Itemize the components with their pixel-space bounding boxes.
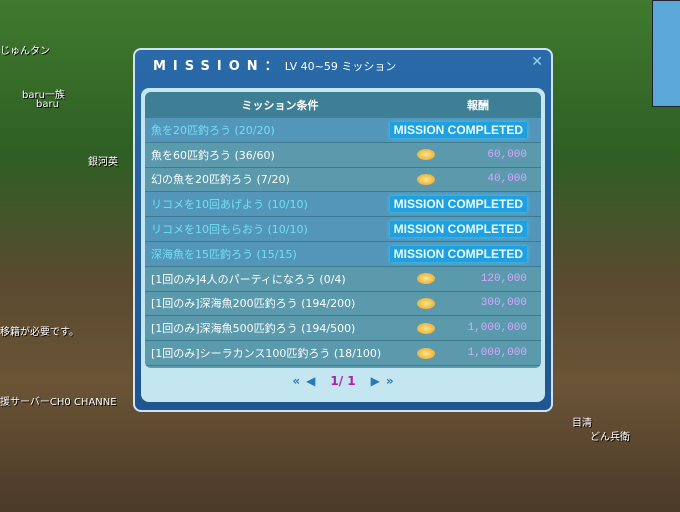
mission-row: [1回のみ]深海魚500匹釣ろう (194/500) 1,000,000 xyxy=(145,316,541,342)
mission-row: 魚を20匹釣ろう (20/20) MISSION COMPLETED xyxy=(145,118,541,143)
close-icon[interactable]: ✕ xyxy=(531,54,543,70)
mission-condition: 幻の魚を20匹釣ろう (7/20) xyxy=(151,173,290,187)
pagination: « ◀ 1/ 1 ▶ » xyxy=(141,374,545,388)
mission-row: [1回のみ]シーラカンス100匹釣ろう (18/100) 1,000,000 xyxy=(145,341,541,366)
guild-name: baru一族 xyxy=(22,90,65,101)
reward-amount: 40,000 xyxy=(487,173,527,186)
player-name: じゅんタン xyxy=(0,46,50,57)
player-name: どん兵衛 xyxy=(590,432,630,443)
reward-amount: 1,000,000 xyxy=(467,322,527,335)
mission-dialog: MISSION：LV 40~59 ミッション ✕ ミッション条件 報酬 魚を20匹… xyxy=(133,48,553,412)
player-name: 目清 xyxy=(572,418,592,429)
chat-line: 移籍が必要です。 xyxy=(0,327,79,338)
mission-table: ミッション条件 報酬 魚を20匹釣ろう (20/20) MISSION COMPLE… xyxy=(145,92,541,368)
chat-line: 援サーバーCH0 CHANNE xyxy=(0,397,117,408)
mission-condition: [1回のみ]深海魚200匹釣ろう (194/200) xyxy=(151,297,356,311)
last-page-button[interactable]: » xyxy=(385,374,394,388)
coin-icon xyxy=(417,347,435,359)
mission-row: [1回のみ]4人のパーティになろう (0/4) 120,000 xyxy=(145,267,541,292)
minimap[interactable] xyxy=(652,0,680,107)
mission-row: [1回のみ]深海魚200匹釣ろう (194/200) 300,000 xyxy=(145,292,541,317)
mission-condition: リコメを10回あげよう (10/10) xyxy=(151,198,308,212)
mission-completed-badge: MISSION COMPLETED xyxy=(389,221,527,238)
mission-condition: [1回のみ]シーラカンス100匹釣ろう (18/100) xyxy=(151,347,382,361)
reward-amount: 300,000 xyxy=(480,297,527,310)
mission-completed-badge: MISSION COMPLETED xyxy=(389,245,527,262)
mission-condition: 魚を60匹釣ろう (36/60) xyxy=(151,148,275,162)
reward-amount: 1,000,000 xyxy=(467,347,527,360)
coin-icon xyxy=(417,322,435,334)
coin-icon xyxy=(417,273,435,285)
mission-completed-badge: MISSION COMPLETED xyxy=(389,196,527,213)
mission-row: 魚を60匹釣ろう (36/60) 60,000 xyxy=(145,143,541,168)
header-reward: 報酬 xyxy=(467,99,489,112)
coin-icon xyxy=(417,173,435,185)
reward-amount: 120,000 xyxy=(480,272,527,285)
reward-amount: 60,000 xyxy=(487,148,527,161)
mission-row: リコメを10回あげよう (10/10) MISSION COMPLETED xyxy=(145,192,541,218)
mission-condition: リコメを10回もらおう (10/10) xyxy=(151,223,308,237)
mission-row: 深海魚を15匹釣ろう (15/15) MISSION COMPLETED xyxy=(145,241,541,267)
mission-condition: 魚を20匹釣ろう (20/20) xyxy=(151,123,275,137)
header-condition: ミッション条件 xyxy=(241,99,319,112)
mission-row: リコメを10回もらおう (10/10) MISSION COMPLETED xyxy=(145,217,541,242)
page-indicator: 1/ 1 xyxy=(330,374,356,388)
dialog-title: MISSION：LV 40~59 ミッション xyxy=(153,59,397,74)
mission-condition: [1回のみ]深海魚500匹釣ろう (194/500) xyxy=(151,322,356,336)
mission-condition: 深海魚を15匹釣ろう (15/15) xyxy=(151,247,297,261)
mission-completed-badge: MISSION COMPLETED xyxy=(389,121,527,138)
coin-icon xyxy=(417,149,435,161)
first-page-button[interactable]: « xyxy=(292,374,301,388)
mission-row: 幻の魚を20匹釣ろう (7/20) 40,000 xyxy=(145,168,541,193)
coin-icon xyxy=(417,297,435,309)
next-page-button[interactable]: ▶ xyxy=(370,374,380,388)
mission-condition: [1回のみ]4人のパーティになろう (0/4) xyxy=(151,272,346,286)
player-name: 銀河英 xyxy=(88,157,118,168)
player-name: baru xyxy=(36,99,59,110)
prev-page-button[interactable]: ◀ xyxy=(306,374,316,388)
